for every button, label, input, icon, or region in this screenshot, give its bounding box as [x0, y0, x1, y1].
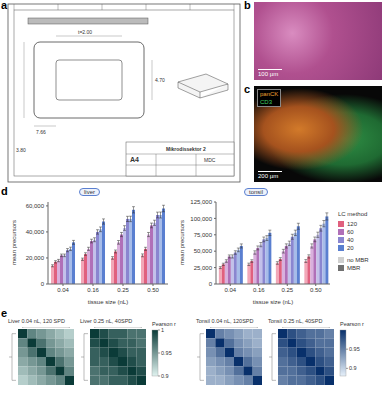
html-text:LC method: LC method	[338, 211, 368, 217]
svg-text:tissue size (nL): tissue size (nL)	[253, 299, 293, 305]
html-text:panCK: panCK	[260, 91, 279, 97]
svg-text:0.25: 0.25	[281, 287, 293, 293]
html-text:40: 40	[347, 237, 354, 243]
html-text:120: 120	[347, 221, 357, 227]
svg-text:Mikrodissektor 2: Mikrodissektor 2	[166, 146, 206, 152]
svg-text:t=2.00: t=2.00	[78, 29, 92, 35]
html-text:20: 20	[347, 245, 354, 251]
svg-text:mean precursors: mean precursors	[11, 220, 17, 265]
svg-text:20,000: 20,000	[26, 255, 45, 261]
html-text:60: 60	[347, 229, 354, 235]
svg-text:7.66: 7.66	[36, 129, 46, 135]
html-text:Liver 0.25 nL, 40SPD: Liver 0.25 nL, 40SPD	[80, 318, 133, 324]
html-text:b: b	[244, 0, 251, 11]
svg-text:0.95: 0.95	[161, 350, 172, 356]
html-text:liver: liver	[84, 189, 95, 195]
html-text:100 µm: 100 µm	[258, 71, 279, 77]
html-text:200 µm: 200 µm	[258, 173, 279, 179]
html-text:no MBR: no MBR	[347, 257, 369, 263]
svg-text:0.9: 0.9	[161, 373, 169, 379]
svg-text:50,000: 50,000	[194, 248, 213, 254]
html-text:CD3: CD3	[260, 99, 272, 105]
svg-text:75,000: 75,000	[194, 232, 213, 238]
html-text:Tonsil 0.04 nL, 120SPD: Tonsil 0.04 nL, 120SPD	[196, 318, 254, 324]
svg-text:0.04: 0.04	[224, 287, 236, 293]
svg-text:Pearson r: Pearson r	[340, 321, 364, 327]
svg-text:0.25: 0.25	[117, 287, 129, 293]
html-text:e: e	[1, 307, 8, 319]
svg-text:100,000: 100,000	[190, 216, 212, 222]
svg-text:0.16: 0.16	[87, 287, 99, 293]
svg-text:60,000: 60,000	[26, 203, 45, 209]
html-text:tonsil: tonsil	[249, 189, 263, 195]
html-text:Tonsil 0.25 nL, 40SPD: Tonsil 0.25 nL, 40SPD	[268, 318, 323, 324]
svg-text:mean precursors: mean precursors	[179, 220, 185, 265]
html-text:MBR: MBR	[347, 265, 361, 271]
svg-text:Pearson r: Pearson r	[152, 321, 176, 327]
svg-text:25,000: 25,000	[194, 265, 213, 271]
svg-text:40,000: 40,000	[26, 229, 45, 235]
html-text:d: d	[1, 185, 8, 197]
svg-text:1: 1	[161, 327, 164, 333]
svg-text:0.95: 0.95	[349, 346, 360, 352]
svg-text:4.70: 4.70	[155, 77, 165, 83]
html-text:Liver 0.04 nL, 120 SPD: Liver 0.04 nL, 120 SPD	[8, 318, 65, 324]
svg-text:0.9: 0.9	[349, 365, 357, 371]
svg-text:0.04: 0.04	[57, 287, 69, 293]
svg-text:125,000: 125,000	[190, 199, 212, 205]
svg-text:0.50: 0.50	[310, 287, 322, 293]
svg-text:tissue size (nL): tissue size (nL)	[88, 299, 128, 305]
svg-text:A4: A4	[130, 156, 139, 163]
svg-text:0: 0	[41, 281, 45, 287]
html-text:a: a	[1, 0, 8, 11]
svg-text:0.50: 0.50	[147, 287, 159, 293]
svg-text:0: 0	[209, 281, 213, 287]
html-text:c: c	[244, 83, 251, 95]
svg-text:3.80: 3.80	[16, 147, 26, 153]
svg-text:0.16: 0.16	[253, 287, 265, 293]
svg-text:MDC: MDC	[204, 157, 216, 163]
